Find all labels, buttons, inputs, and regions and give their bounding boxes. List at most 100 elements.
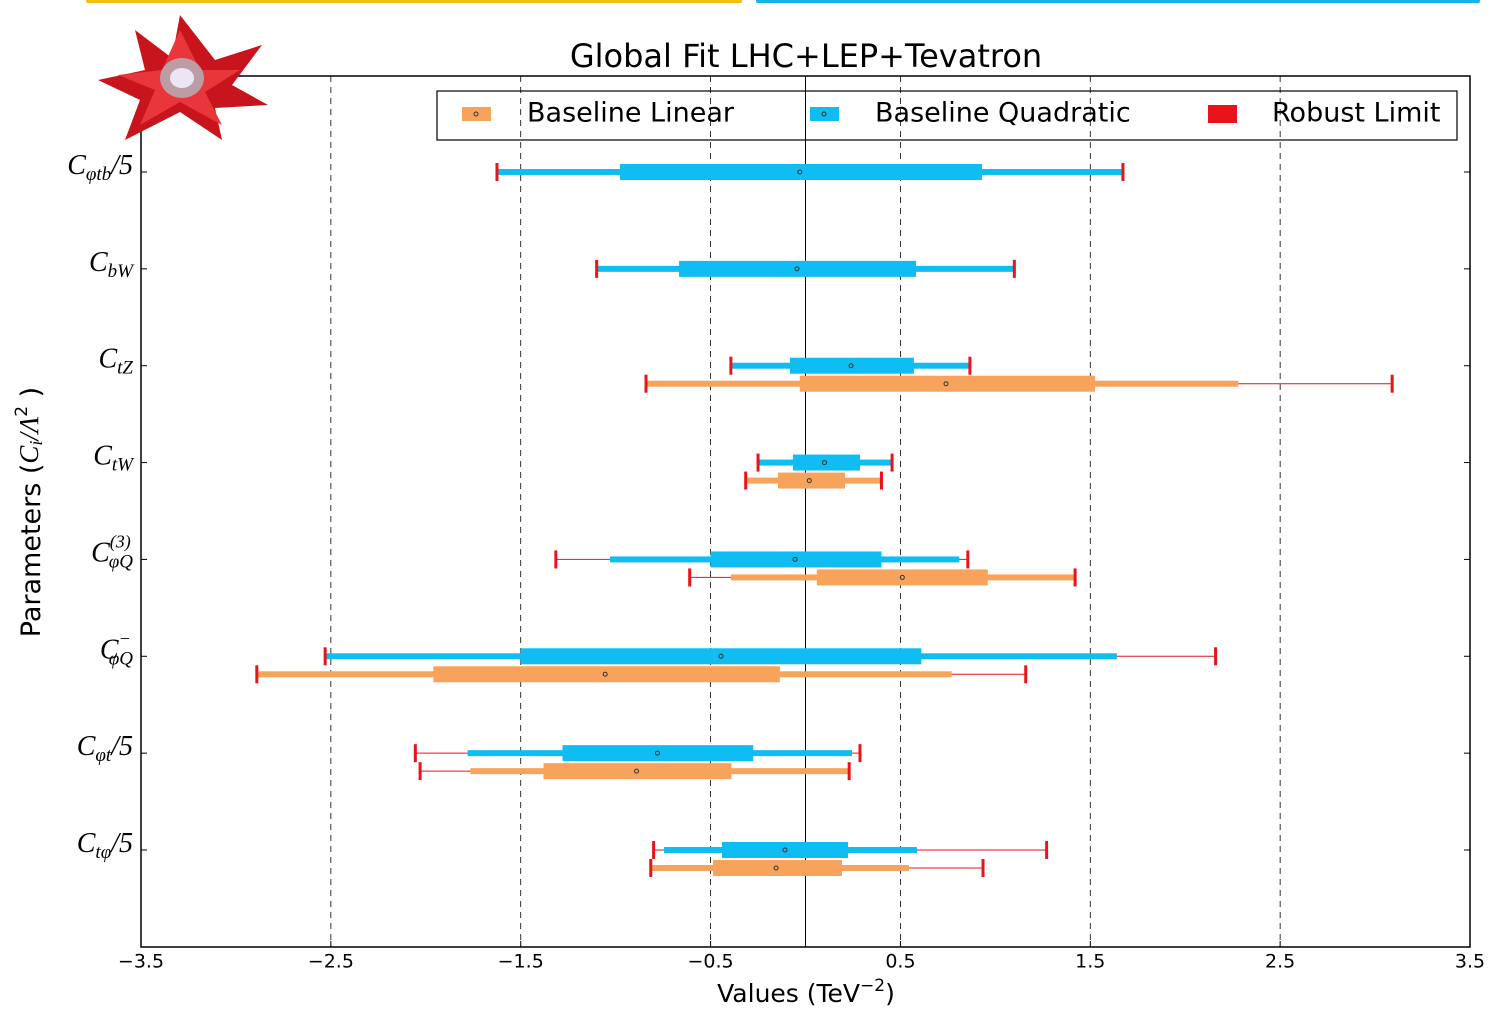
y-tick-label: CtZ: [98, 344, 133, 379]
robust-cap: [1024, 665, 1028, 684]
robust-cap: [744, 471, 748, 490]
x-tick-label: 1.5: [1075, 951, 1105, 973]
robust-cap: [495, 163, 499, 181]
center-point: [773, 865, 779, 871]
robust-cap: [413, 744, 417, 763]
inner-bar: [721, 842, 849, 858]
label-main: C: [100, 635, 119, 666]
x-tick-label: −3.5: [118, 951, 164, 973]
center-point: [806, 478, 812, 484]
robust-cap: [1012, 259, 1016, 278]
legend-box: [436, 90, 1458, 141]
y-tick-label: Cφtb/5: [67, 150, 133, 185]
x-tick-label: −0.5: [688, 951, 734, 973]
y-tick-label: C(3) φQ: [91, 532, 133, 573]
robust-cap: [1073, 568, 1077, 587]
legend-swatch: [462, 107, 491, 121]
x-tick-label: −1.5: [498, 951, 544, 973]
inner-bar: [520, 648, 922, 665]
x-tick-label: −2.5: [308, 951, 354, 973]
label-sub: bW: [108, 261, 136, 282]
y-axis-label-part: 2: [12, 406, 32, 417]
robust-cap: [1121, 163, 1125, 181]
y-axis-label-part: i: [26, 441, 46, 446]
x-tick-label: 3.5: [1455, 951, 1485, 973]
legend: Baseline Linear Baseline Quadratic Robust …: [436, 90, 1458, 141]
center-point: [654, 750, 660, 756]
robust-cap: [981, 859, 985, 877]
center-point: [634, 768, 640, 774]
legend-swatch: [810, 107, 839, 121]
inner-bar: [543, 763, 732, 780]
robust-cap: [879, 471, 883, 490]
robust-cap: [418, 762, 422, 781]
y-axis-label-part: /Λ: [14, 416, 44, 443]
inner-bar: [562, 745, 754, 762]
inner-bar: [679, 260, 916, 277]
inner-bar: [433, 666, 780, 683]
inner-bar: [710, 551, 882, 568]
robust-cap: [1390, 374, 1394, 393]
robust-cap: [595, 259, 599, 278]
robust-cap: [729, 356, 733, 375]
legend-label: Robust Limit: [1272, 98, 1441, 129]
label-tail: /5: [109, 150, 133, 181]
robust-cap: [1214, 647, 1218, 666]
y-axis-label-part: Parameters (: [16, 464, 47, 638]
center-point: [718, 653, 724, 659]
robust-cap: [847, 762, 851, 781]
inner-bar: [620, 164, 983, 180]
label-sub: φQ: [109, 552, 134, 573]
label-sub: tZ: [117, 358, 133, 379]
center-point: [797, 169, 803, 175]
robust-cap: [554, 550, 558, 569]
robust-cap: [649, 859, 653, 877]
robust-cap: [644, 374, 648, 393]
robust-cap: [255, 665, 259, 684]
y-tick-label: C− φQ: [100, 628, 133, 669]
bow-decoration: [98, 15, 268, 140]
center-point: [899, 574, 905, 580]
label-sup: (3): [110, 532, 131, 553]
label-main: C: [77, 828, 96, 859]
legend-label: Baseline Quadratic: [875, 98, 1131, 129]
label-main: C: [98, 344, 117, 375]
label-tail: /5: [109, 732, 133, 763]
y-axis-label: Parameters (Ci/Λ2 ): [12, 387, 47, 637]
legend-marker: [821, 111, 827, 117]
center-point: [848, 363, 854, 369]
center-point: [792, 556, 798, 562]
x-axis-label-part: Values (TeV: [717, 979, 860, 1008]
label-main: C: [89, 247, 108, 278]
label-sub: φtb: [86, 164, 111, 185]
label-sub: φQ: [109, 649, 134, 670]
label-main: C: [91, 538, 110, 569]
label-sub: tW: [112, 455, 135, 476]
robust-cap: [323, 647, 327, 666]
inner-bar: [816, 569, 988, 586]
center-point: [943, 381, 949, 387]
chart-title: Global Fit LHC+LEP+Tevatron: [570, 37, 1042, 75]
y-axis-label-part: C: [14, 445, 44, 464]
robust-cap: [1045, 841, 1049, 859]
robust-cap: [890, 453, 894, 472]
center-point: [821, 460, 827, 466]
robust-cap: [966, 550, 970, 569]
y-tick-label: Cφt/5: [77, 732, 133, 767]
legend-swatch: [1208, 105, 1237, 123]
label-sub: φt: [95, 746, 112, 767]
y-tick-label: CbW: [89, 247, 135, 282]
robust-cap: [652, 841, 656, 859]
x-axis-label-part: −2: [860, 976, 885, 996]
x-axis-label-part: ): [885, 979, 895, 1008]
center-point: [782, 847, 788, 853]
label-sub: tφ: [95, 842, 111, 863]
label-main: C: [93, 441, 112, 472]
robust-cap: [858, 744, 862, 763]
x-tick-label: 0.5: [885, 951, 915, 973]
legend-marker: [473, 111, 479, 117]
legend-label: Baseline Linear: [527, 98, 735, 129]
robust-cap: [968, 356, 972, 375]
center-point: [794, 266, 800, 272]
